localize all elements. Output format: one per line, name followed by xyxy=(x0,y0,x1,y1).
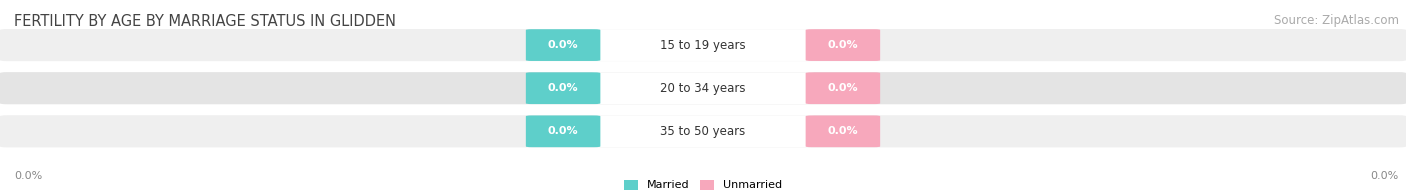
FancyBboxPatch shape xyxy=(526,29,600,61)
Text: 0.0%: 0.0% xyxy=(828,126,858,136)
FancyBboxPatch shape xyxy=(0,72,1406,104)
FancyBboxPatch shape xyxy=(0,115,1406,147)
Text: 20 to 34 years: 20 to 34 years xyxy=(661,82,745,95)
Text: Source: ZipAtlas.com: Source: ZipAtlas.com xyxy=(1274,14,1399,27)
FancyBboxPatch shape xyxy=(526,115,600,147)
Text: 0.0%: 0.0% xyxy=(548,40,578,50)
Text: 35 to 50 years: 35 to 50 years xyxy=(661,125,745,138)
Text: FERTILITY BY AGE BY MARRIAGE STATUS IN GLIDDEN: FERTILITY BY AGE BY MARRIAGE STATUS IN G… xyxy=(14,14,396,29)
Text: 15 to 19 years: 15 to 19 years xyxy=(661,39,745,52)
Text: 0.0%: 0.0% xyxy=(828,83,858,93)
FancyBboxPatch shape xyxy=(806,29,880,61)
FancyBboxPatch shape xyxy=(592,72,814,104)
Text: 0.0%: 0.0% xyxy=(548,126,578,136)
FancyBboxPatch shape xyxy=(806,115,880,147)
Text: 0.0%: 0.0% xyxy=(548,83,578,93)
Legend: Married, Unmarried: Married, Unmarried xyxy=(624,180,782,191)
FancyBboxPatch shape xyxy=(0,29,1406,61)
FancyBboxPatch shape xyxy=(592,115,814,147)
FancyBboxPatch shape xyxy=(592,29,814,61)
Text: 0.0%: 0.0% xyxy=(1371,171,1399,181)
FancyBboxPatch shape xyxy=(526,72,600,104)
FancyBboxPatch shape xyxy=(806,72,880,104)
Text: 0.0%: 0.0% xyxy=(14,171,42,181)
Text: 0.0%: 0.0% xyxy=(828,40,858,50)
